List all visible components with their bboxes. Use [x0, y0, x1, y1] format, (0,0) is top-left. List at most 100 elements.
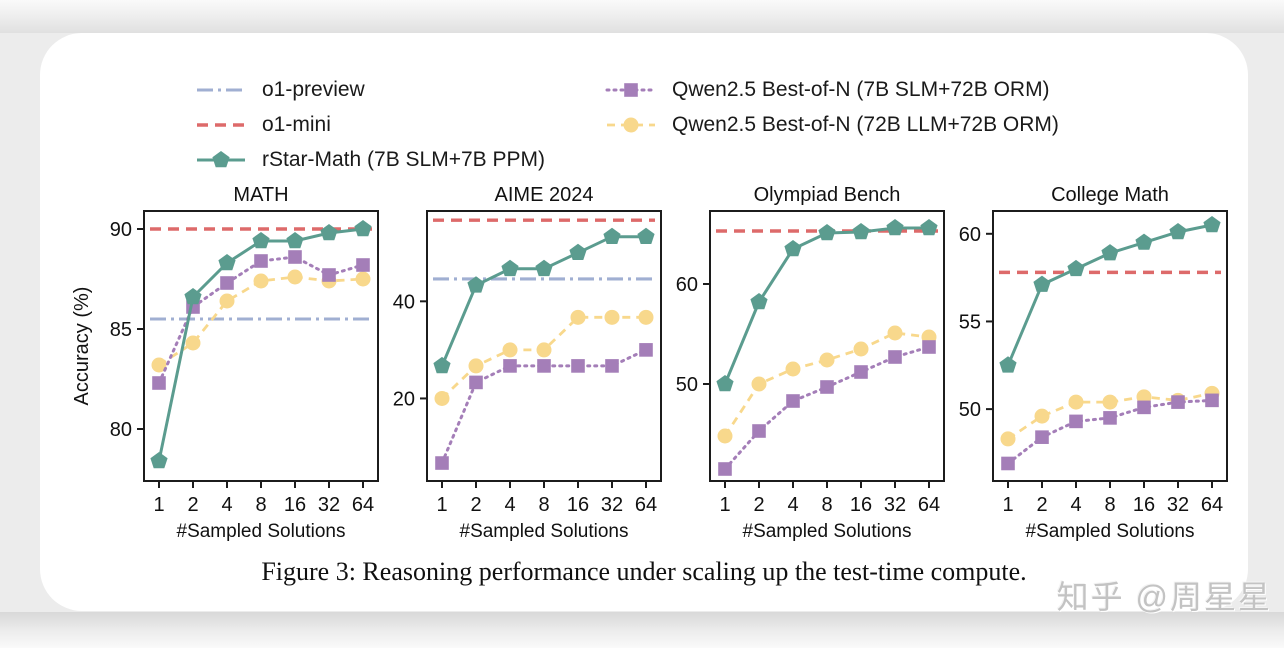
x-tick-label: 64: [352, 494, 374, 516]
legend-label: o1-mini: [262, 113, 331, 136]
pentagon-marker: [501, 259, 519, 277]
square-marker: [571, 359, 585, 373]
circle-marker: [887, 325, 903, 341]
legend-label: o1-preview: [262, 78, 365, 101]
y-axis-label: Accuracy (%): [71, 287, 93, 406]
circle-marker: [355, 271, 371, 287]
square-marker: [288, 250, 302, 264]
x-tick-label: 1: [436, 494, 447, 516]
legend-label: Qwen2.5 Best-of-N (72B LLM+72B ORM): [672, 113, 1059, 136]
pentagon-marker: [818, 224, 836, 241]
square-marker: [639, 343, 653, 357]
x-tick-label: 2: [1036, 494, 1047, 516]
pentagon-marker: [603, 227, 621, 244]
x-tick-label: 1: [1002, 494, 1013, 516]
y-tick-label: 60: [676, 274, 698, 296]
chart-title: Olympiad Bench: [754, 184, 901, 206]
x-tick-label: 8: [821, 494, 832, 516]
square-marker: [624, 83, 638, 97]
watermark-brand: 知乎: [1056, 579, 1125, 615]
square-marker: [1001, 456, 1015, 471]
x-tick-label: 64: [1201, 494, 1223, 516]
chart-title: AIME 2024: [495, 184, 594, 206]
pentagon-marker: [184, 288, 202, 305]
square-marker: [854, 365, 868, 379]
legend-column-1: o1-preview o1-mini rStar-Math (7B SLM+7B P…: [195, 77, 545, 173]
pentagon-marker: [886, 219, 904, 236]
x-axis-label: #Sampled Solutions: [460, 521, 629, 541]
legend-item-o1-preview: o1-preview: [195, 77, 545, 103]
legend-label: rStar-Math (7B SLM+7B PPM): [262, 148, 545, 171]
watermark-handle: @周星星: [1135, 579, 1272, 615]
x-tick-label: 4: [787, 494, 798, 516]
x-tick-label: 64: [918, 494, 940, 516]
square-marker: [1205, 393, 1219, 408]
pentagon-marker: [999, 356, 1017, 373]
figure-card: o1-preview o1-mini rStar-Math (7B SLM+7B P…: [40, 33, 1248, 611]
legend-item-o1-mini: o1-mini: [195, 112, 545, 138]
square-marker: [605, 359, 619, 373]
circle-marker: [853, 341, 869, 357]
pentagon-marker: [1169, 223, 1187, 240]
circle-marker: [623, 117, 639, 133]
circle-marker: [502, 342, 518, 358]
x-tick-label: 64: [635, 494, 657, 516]
bottom-strip: [0, 612, 1284, 648]
pentagon-marker: [535, 259, 553, 277]
legend-sample-qwen-bon-7b-icon: [605, 83, 657, 97]
square-marker: [537, 359, 551, 373]
circle-marker: [570, 309, 586, 325]
legend-sample-o1-preview-icon: [197, 88, 245, 92]
legend-item-rstar-math: rStar-Math (7B SLM+7B PPM): [195, 147, 545, 173]
x-tick-label: 2: [187, 494, 198, 516]
watermark: 知乎 @周星星: [1057, 572, 1272, 618]
y-tick-label: 60: [959, 224, 981, 246]
pentagon-marker: [716, 375, 734, 392]
square-marker: [820, 380, 834, 394]
circle-marker: [819, 352, 835, 368]
x-tick-label: 2: [470, 494, 481, 516]
legend-sample-rstar-math-icon: [197, 151, 245, 168]
square-marker: [888, 350, 902, 364]
legend-sample-o1-mini-icon: [197, 123, 245, 127]
pentagon-marker: [252, 232, 270, 249]
y-tick-label: 20: [393, 388, 415, 410]
x-axis-label: #Sampled Solutions: [177, 521, 346, 541]
y-tick-label: 80: [110, 419, 132, 441]
square-marker: [1103, 411, 1117, 425]
x-tick-label: 8: [255, 494, 266, 516]
x-tick-label: 4: [1070, 494, 1081, 516]
y-tick-label: 55: [959, 311, 981, 333]
legend-label: Qwen2.5 Best-of-N (7B SLM+72B ORM): [672, 78, 1050, 101]
circle-marker: [785, 361, 801, 377]
circle-marker: [638, 309, 654, 325]
chart-title: MATH: [233, 184, 288, 206]
legend-item-qwen-bon-72b: Qwen2.5 Best-of-N (72B LLM+72B ORM): [605, 112, 1059, 138]
pentagon-marker: [467, 276, 485, 293]
circle-marker: [185, 335, 201, 351]
x-tick-label: 1: [719, 494, 730, 516]
pentagon-marker: [1101, 244, 1119, 261]
square-marker: [503, 359, 517, 373]
square-marker: [1035, 430, 1049, 444]
x-tick-label: 16: [850, 494, 872, 516]
y-tick-label: 85: [110, 319, 132, 341]
x-tick-label: 32: [318, 494, 340, 516]
square-marker: [1137, 400, 1151, 415]
circle-marker: [468, 358, 484, 374]
circle-marker: [717, 428, 733, 444]
charts-row: MATH 80 85 90 1 2 4 8 16 32 64 #Sampled Solutions Ac…: [66, 181, 1233, 541]
x-tick-label: 32: [1167, 494, 1189, 516]
chart-panel-college-math: College Math 50 55 60 1 2 4 8 16 32 64 #Sampled Sol…: [959, 184, 1228, 541]
pentagon-marker: [1203, 216, 1221, 233]
pentagon-marker: [1135, 233, 1153, 250]
chart-panel-aime-2024: AIME 2024 20 40 1 2 4 8 16 32 64 #Sampled Solution…: [393, 184, 662, 541]
x-axis-label: #Sampled Solutions: [1026, 521, 1195, 541]
pentagon-marker: [637, 227, 655, 244]
circle-marker: [219, 293, 235, 309]
chart-panel-math: MATH 80 85 90 1 2 4 8 16 32 64 #Sampled Solutions Ac…: [71, 184, 379, 541]
circle-marker: [253, 273, 269, 289]
pentagon-marker: [218, 254, 236, 271]
square-marker: [220, 276, 234, 290]
y-tick-label: 90: [110, 219, 132, 241]
